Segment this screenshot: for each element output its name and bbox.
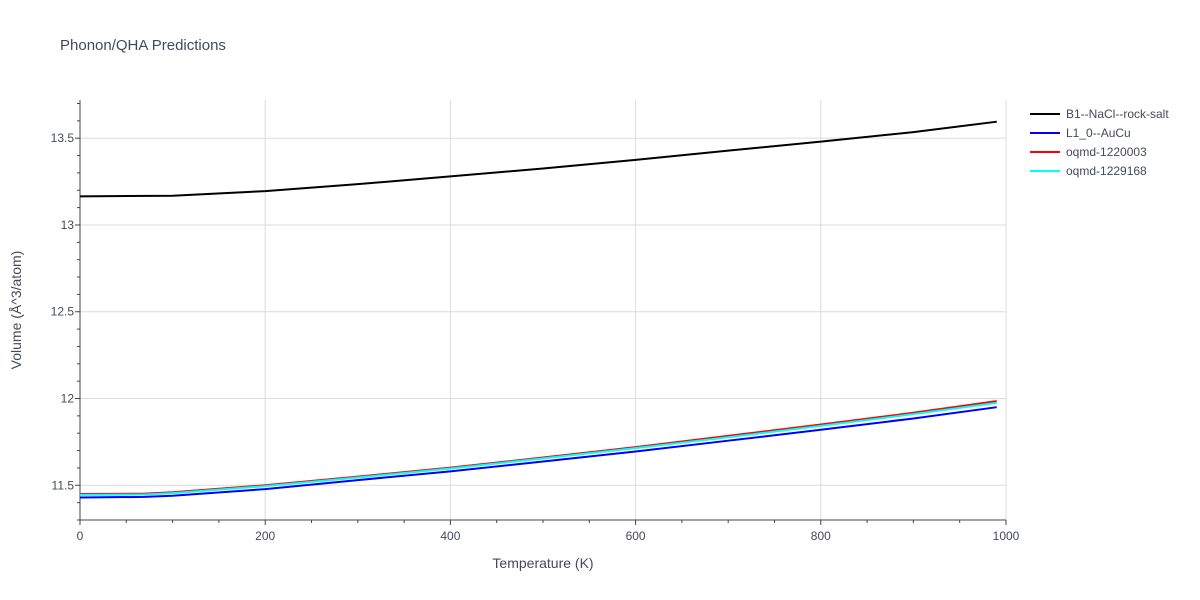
legend[interactable]: B1--NaCl--rock-salt L1_0--AuCu oqmd-122000… <box>1030 107 1169 178</box>
legend-item[interactable]: oqmd-1220003 <box>1030 145 1147 159</box>
x-tick-label: 200 <box>255 529 275 543</box>
legend-item[interactable]: oqmd-1229168 <box>1030 164 1147 178</box>
legend-item[interactable]: L1_0--AuCu <box>1030 126 1131 140</box>
x-tick-label: 800 <box>811 529 831 543</box>
x-tick-label: 600 <box>626 529 646 543</box>
x-tick-label: 1000 <box>993 529 1020 543</box>
y-tick-label: 11.5 <box>52 478 75 492</box>
series-layer <box>79 120 997 499</box>
y-axis-title: Volume (Å^3/atom) <box>8 251 24 370</box>
axes-layer: 0 200 400 600 800 1000 11.5 12 12.5 13 13.5 <box>51 100 1020 543</box>
x-tick-label: 400 <box>440 529 460 543</box>
y-tick-label: 13 <box>61 218 75 232</box>
y-tick-label: 12 <box>61 392 75 406</box>
legend-label: oqmd-1229168 <box>1066 164 1147 178</box>
y-tick-label: 13.5 <box>51 131 75 145</box>
legend-item[interactable]: B1--NaCl--rock-salt <box>1030 107 1169 121</box>
series-line-1[interactable] <box>79 406 997 499</box>
legend-label: B1--NaCl--rock-salt <box>1066 107 1169 121</box>
series-line-0[interactable] <box>79 120 997 198</box>
legend-label: oqmd-1220003 <box>1066 145 1147 159</box>
series-line-3[interactable] <box>79 401 997 496</box>
chart-title: Phonon/QHA Predictions <box>60 37 226 54</box>
legend-label: L1_0--AuCu <box>1066 126 1131 140</box>
x-tick-label: 0 <box>77 529 84 543</box>
series-line-2[interactable] <box>79 400 997 495</box>
y-tick-label: 12.5 <box>51 305 75 319</box>
x-axis-title: Temperature (K) <box>492 555 593 571</box>
